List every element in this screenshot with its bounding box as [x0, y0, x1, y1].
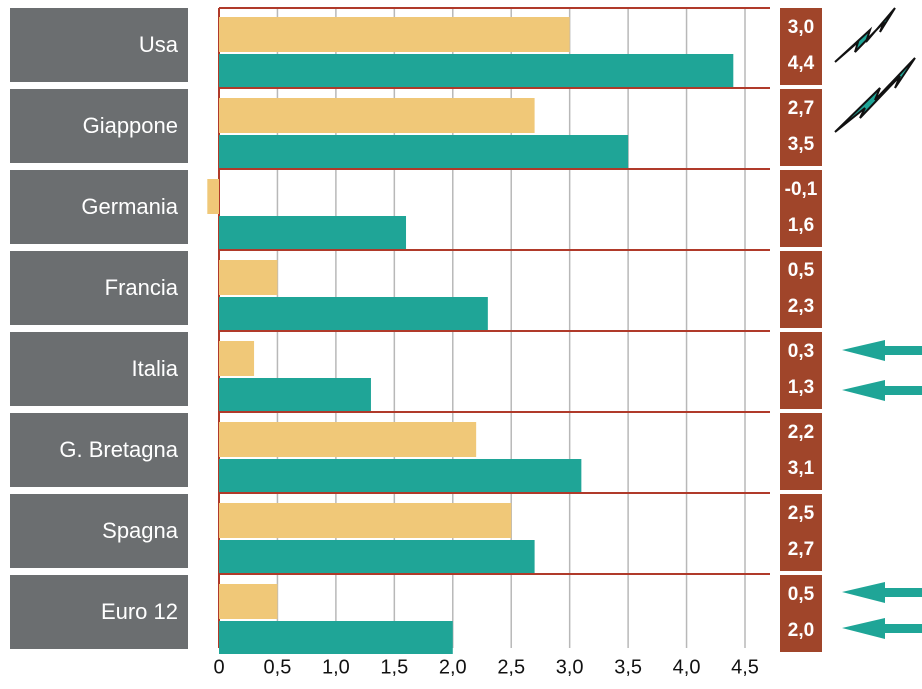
bar [219, 503, 512, 538]
decoration [834, 7, 916, 133]
value-label: 2,0 [788, 620, 814, 641]
value-label: 0,5 [788, 260, 815, 281]
value-label: 2,2 [788, 422, 814, 443]
value-label: -0,1 [785, 179, 818, 200]
value-label: 2,7 [788, 539, 814, 560]
value-label: 2,5 [788, 503, 815, 524]
x-tick-label: 3,0 [556, 656, 584, 678]
category-box [10, 332, 188, 406]
y-tick-label: Germania [81, 194, 178, 219]
category-box [10, 89, 188, 163]
lightning [834, 57, 916, 133]
bar [219, 378, 371, 411]
value-label: 2,7 [788, 98, 814, 119]
x-tick-label: 1,0 [322, 656, 350, 678]
bar [219, 135, 629, 168]
y-tick-label: Usa [139, 32, 179, 57]
x-tick-label: 1,5 [380, 656, 408, 678]
bar [219, 98, 535, 133]
y-tick-label: Euro 12 [101, 599, 178, 624]
value-box [780, 89, 822, 166]
x-tick-label: 2,5 [497, 656, 525, 678]
value-label: 0,5 [788, 584, 815, 605]
value-box [780, 575, 822, 652]
arrow [842, 380, 922, 401]
bar [219, 297, 488, 330]
category-box [10, 251, 188, 325]
bar [219, 584, 278, 619]
x-tick-label: 2,0 [439, 656, 467, 678]
bar [219, 540, 535, 573]
bar [219, 621, 453, 654]
value-label: 1,6 [788, 215, 814, 236]
value-box [780, 413, 822, 490]
value-box [780, 251, 822, 328]
bar [219, 54, 734, 87]
bar [219, 17, 570, 52]
x-tick-label: 4,5 [731, 656, 759, 678]
bar [219, 341, 255, 376]
x-tick-label: 0,5 [264, 656, 292, 678]
x-tick-label: 3,5 [614, 656, 642, 678]
y-tick-label: Italia [132, 356, 179, 381]
value-label: 4,4 [788, 53, 815, 74]
y-tick-label: Giappone [83, 113, 178, 138]
arrow [842, 618, 922, 639]
bar [219, 260, 278, 295]
category-box [10, 8, 188, 82]
y-tick-label: Francia [105, 275, 179, 300]
bar [207, 179, 219, 214]
value-box [780, 8, 822, 85]
value-label: 2,3 [788, 296, 814, 317]
category-box [10, 575, 188, 649]
bar [219, 216, 407, 249]
value-box [780, 170, 822, 247]
value-label: 3,0 [788, 17, 814, 38]
x-tick-label: 4,0 [673, 656, 701, 678]
value-label: 3,1 [788, 458, 815, 479]
y-tick-label: Spagna [102, 518, 179, 543]
value-label: 0,3 [788, 341, 814, 362]
y-tick-label: G. Bretagna [59, 437, 178, 462]
value-box [780, 494, 822, 571]
value-box [780, 332, 822, 409]
decoration [842, 340, 922, 639]
category-box [10, 170, 188, 244]
bar [219, 459, 582, 492]
value-label: 3,5 [788, 134, 815, 155]
arrow [842, 340, 922, 361]
lightning [834, 7, 896, 63]
bar [219, 422, 477, 457]
arrow [842, 582, 922, 603]
value-label: 1,3 [788, 377, 814, 398]
x-tick-label: 0 [213, 656, 224, 678]
category-box [10, 413, 188, 487]
category-box [10, 494, 188, 568]
